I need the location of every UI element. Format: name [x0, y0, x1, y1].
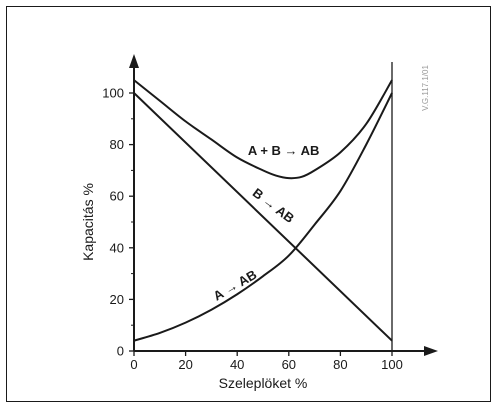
y-tick-label: 60 [110, 189, 124, 204]
curve-labels: A + B → ABB → ABA → AB [211, 143, 320, 304]
y-tick-label: 40 [110, 240, 124, 255]
y-tick-label: 20 [110, 292, 124, 307]
y-axis-arrow [129, 54, 139, 68]
x-tick-label: 40 [230, 357, 244, 372]
y-tick-label: 80 [110, 137, 124, 152]
drawing-reference: V.G.117.1/01 [421, 65, 430, 111]
y-axis-title: Kapacitás % [80, 183, 96, 261]
curve-label-1: A + B → AB [248, 143, 320, 158]
series-line-1 [133, 79, 393, 180]
y-tick-label: 100 [102, 86, 124, 101]
tick-marks [129, 92, 393, 356]
x-axis-title: Szeleplöket % [219, 375, 308, 391]
x-axis-arrow [424, 346, 438, 356]
x-tick-label: 60 [282, 357, 296, 372]
x-tick-label: 80 [333, 357, 347, 372]
x-tick-label: 20 [178, 357, 192, 372]
tick-labels: 0 20 40 60 80 100 0 20 40 60 80 100 [102, 86, 403, 373]
axes [129, 54, 438, 356]
curve-label-2: B → AB [250, 185, 297, 226]
x-tick-label: 0 [130, 357, 137, 372]
series-line-3 [133, 92, 393, 342]
y-tick-label: 0 [117, 344, 124, 359]
series-line-2 [133, 92, 393, 342]
series-lines [133, 79, 393, 342]
x-tick-label: 100 [381, 357, 403, 372]
